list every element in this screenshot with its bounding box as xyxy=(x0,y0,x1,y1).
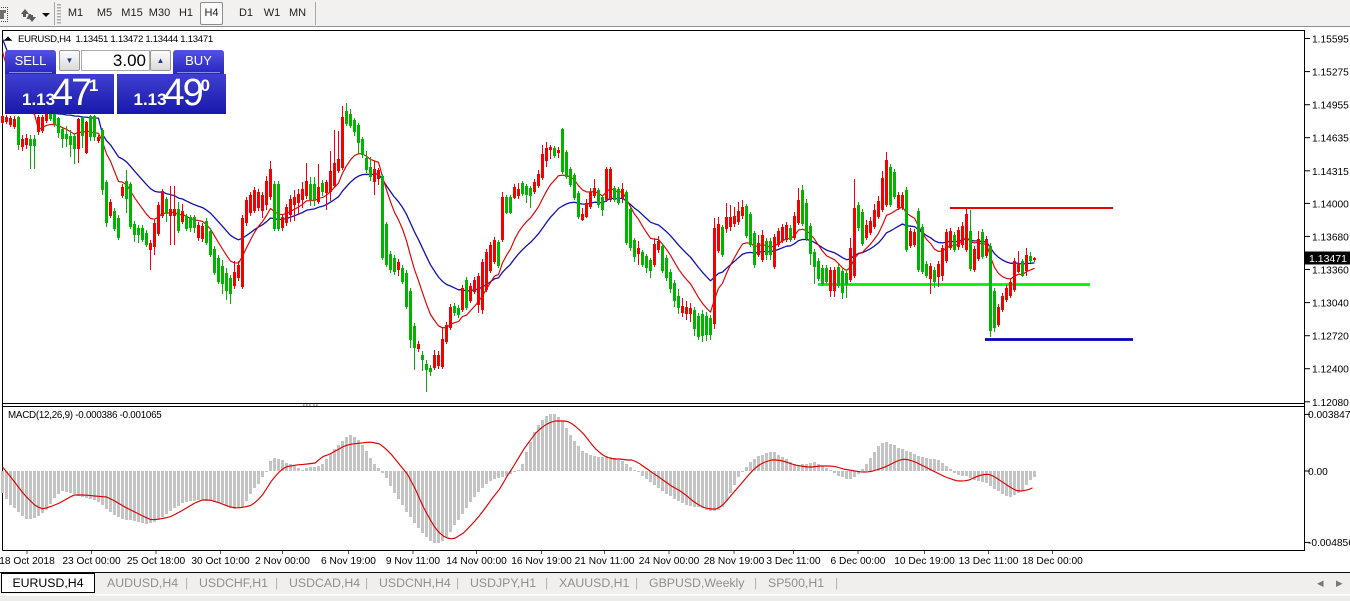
svg-text:MACD(12,26,9) -0.000386 -0.001: MACD(12,26,9) -0.000386 -0.001065 xyxy=(8,410,162,421)
svg-text:1.14955: 1.14955 xyxy=(1312,101,1349,112)
svg-text:18 Dec 00:00: 18 Dec 00:00 xyxy=(1022,556,1083,567)
svg-text:13 Dec 11:00: 13 Dec 11:00 xyxy=(959,556,1019,567)
svg-text:6 Nov 19:00: 6 Nov 19:00 xyxy=(321,556,376,567)
svg-text:23 Oct 00:00: 23 Oct 00:00 xyxy=(62,556,121,567)
svg-text:1.14000: 1.14000 xyxy=(1312,199,1349,210)
svg-text:1.13471: 1.13471 xyxy=(1309,253,1347,265)
svg-text:1.12080: 1.12080 xyxy=(1312,398,1349,409)
svg-text:9 Nov 11:00: 9 Nov 11:00 xyxy=(386,556,441,567)
svg-text:18 Oct 2018: 18 Oct 2018 xyxy=(0,556,55,567)
svg-text:-0.004856: -0.004856 xyxy=(1308,538,1350,549)
svg-text:24 Nov 00:00: 24 Nov 00:00 xyxy=(639,556,700,567)
svg-text:10 Dec 19:00: 10 Dec 19:00 xyxy=(894,556,955,567)
svg-text:1.14635: 1.14635 xyxy=(1312,134,1349,145)
svg-text:1.13040: 1.13040 xyxy=(1312,299,1349,310)
svg-text:6 Dec 00:00: 6 Dec 00:00 xyxy=(831,556,886,567)
svg-text:21 Nov 11:00: 21 Nov 11:00 xyxy=(575,556,635,567)
svg-text:0.00: 0.00 xyxy=(1308,467,1328,478)
svg-text:25 Oct 18:00: 25 Oct 18:00 xyxy=(127,556,186,567)
svg-text:1.13680: 1.13680 xyxy=(1312,232,1349,243)
svg-text:3 Dec 11:00: 3 Dec 11:00 xyxy=(766,556,821,567)
svg-text:28 Nov 19:00: 28 Nov 19:00 xyxy=(704,556,765,567)
svg-text:1.15595: 1.15595 xyxy=(1312,35,1349,46)
svg-text:0.003847: 0.003847 xyxy=(1308,410,1350,421)
svg-text:14 Nov 00:00: 14 Nov 00:00 xyxy=(446,556,507,567)
svg-text:1.13360: 1.13360 xyxy=(1312,266,1349,277)
svg-text:1.12400: 1.12400 xyxy=(1312,365,1349,376)
svg-text:1.12720: 1.12720 xyxy=(1312,332,1349,343)
svg-text:EURUSD,H4 1.13451 1.13472 1.1: EURUSD,H4 1.13451 1.13472 1.13444 1.1347… xyxy=(18,34,213,45)
svg-text:2 Nov 00:00: 2 Nov 00:00 xyxy=(255,556,310,567)
svg-text:1.14315: 1.14315 xyxy=(1312,167,1349,178)
svg-text:30 Oct 10:00: 30 Oct 10:00 xyxy=(191,556,250,567)
svg-text:16 Nov 19:00: 16 Nov 19:00 xyxy=(511,556,572,567)
svg-text:1.15275: 1.15275 xyxy=(1312,68,1349,79)
